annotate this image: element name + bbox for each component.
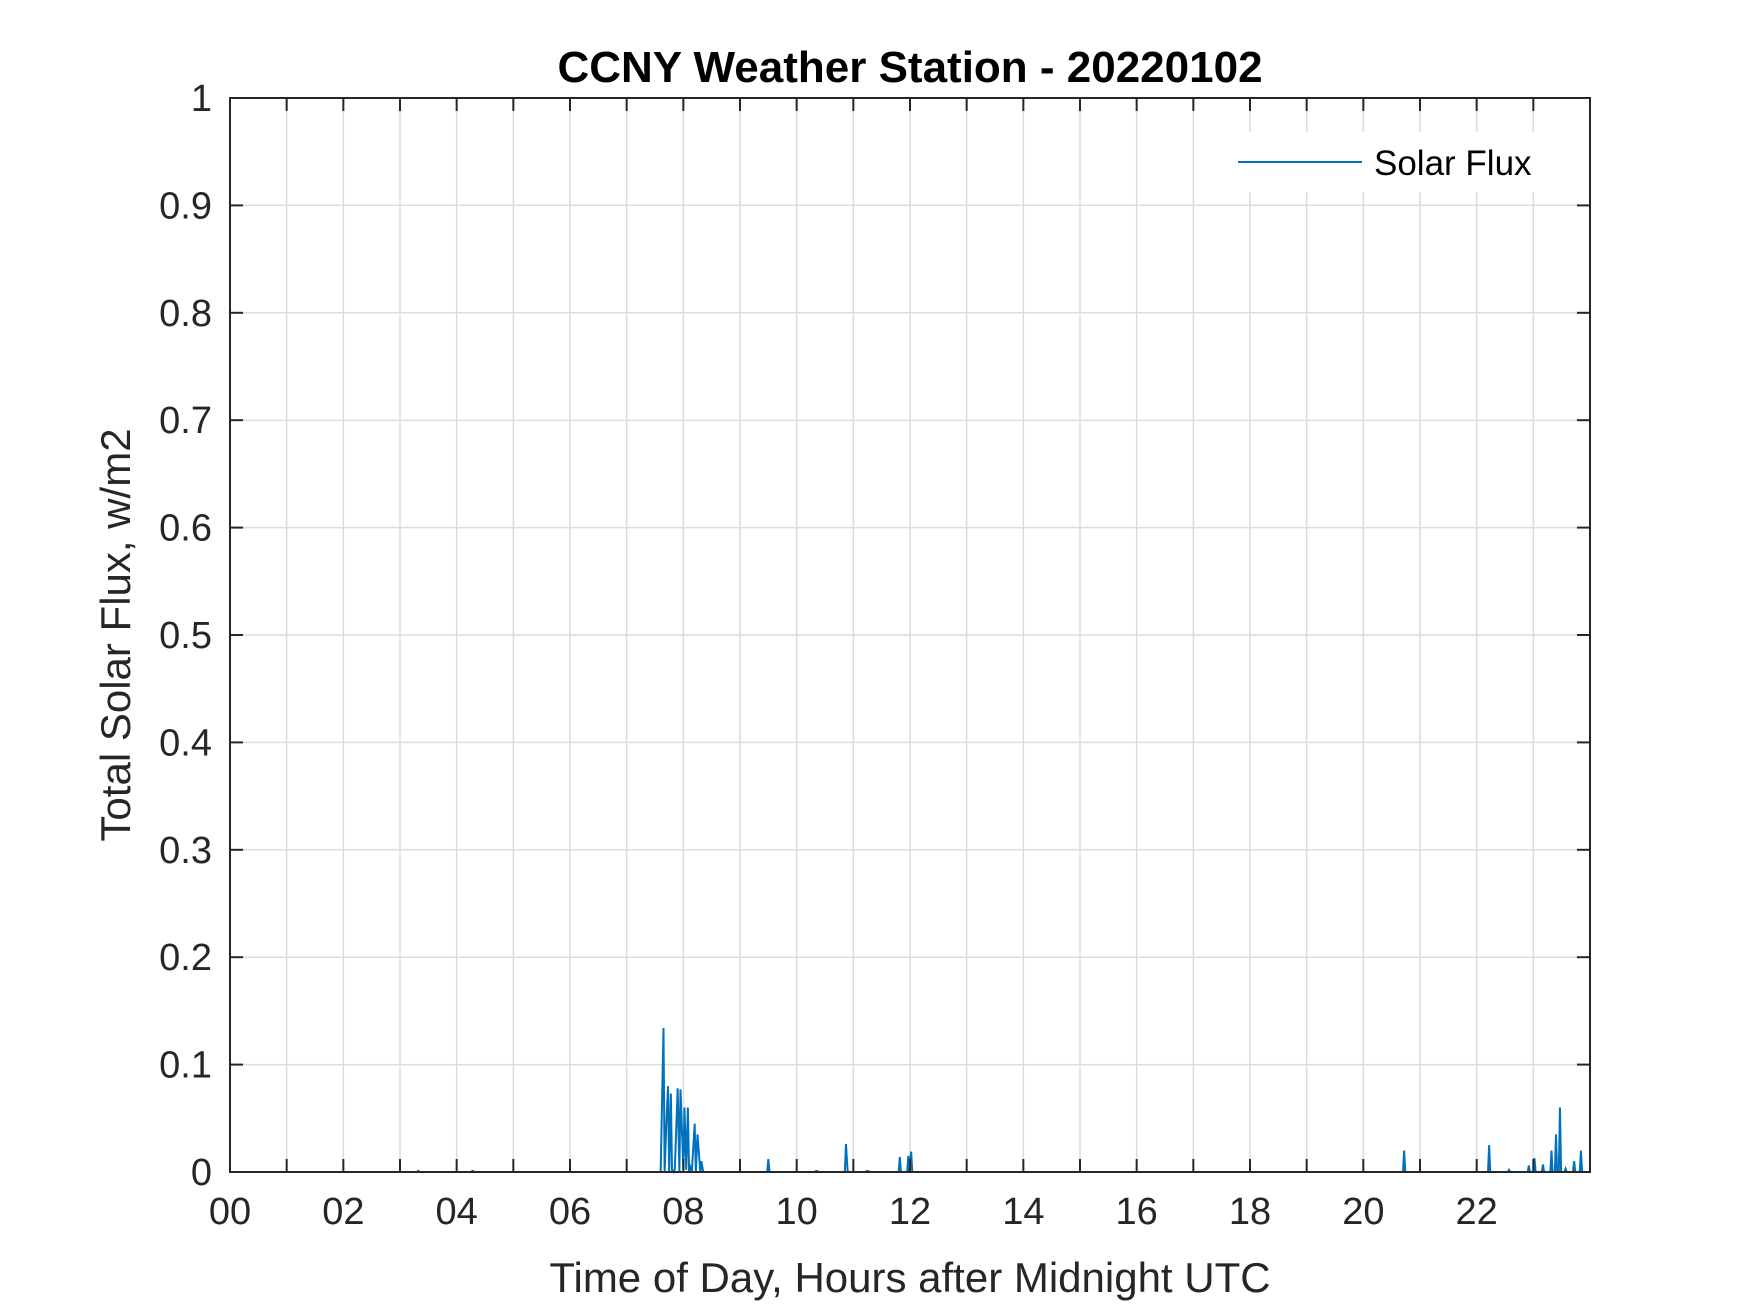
x-tick-label: 18	[1229, 1191, 1271, 1233]
y-axis-label: Total Solar Flux, w/m2	[92, 428, 139, 841]
x-tick-label: 16	[1116, 1191, 1158, 1233]
x-axis-label: Time of Day, Hours after Midnight UTC	[549, 1254, 1270, 1301]
x-tick-label: 22	[1456, 1191, 1498, 1233]
y-tick-label: 0.9	[159, 185, 212, 227]
x-tick-label: 12	[889, 1191, 931, 1233]
y-tick-label: 1	[191, 78, 212, 120]
y-tick-label: 0	[191, 1152, 212, 1194]
y-tick-label: 0.2	[159, 937, 212, 979]
y-tick-label: 0.8	[159, 293, 212, 335]
legend: Solar Flux	[1220, 132, 1560, 192]
chart-title: CCNY Weather Station - 20220102	[557, 43, 1262, 92]
x-tick-label: 14	[1002, 1191, 1044, 1233]
x-tick-label: 08	[662, 1191, 704, 1233]
y-tick-label: 0.7	[159, 400, 212, 442]
x-tick-label: 00	[209, 1191, 251, 1233]
y-tick-label: 0.3	[159, 830, 212, 872]
tick-marks	[229, 97, 1591, 1173]
x-tick-label: 02	[322, 1191, 364, 1233]
y-tick-label: 0.5	[159, 615, 212, 657]
legend-entry-solar-flux: Solar Flux	[1374, 144, 1532, 183]
y-tick-label: 0.4	[159, 722, 212, 764]
tick-labels: 00 02 04 06 08 10 12 14 16 18 20 22 0 0.1 0.2 0.3 0.4 0.5…	[159, 78, 1498, 1233]
x-tick-label: 10	[776, 1191, 818, 1233]
y-tick-label: 0.1	[159, 1045, 212, 1087]
grid-lines	[230, 98, 1590, 1172]
x-tick-label: 04	[436, 1191, 478, 1233]
y-tick-label: 0.6	[159, 508, 212, 550]
x-tick-label: 20	[1342, 1191, 1384, 1233]
x-tick-label: 06	[549, 1191, 591, 1233]
